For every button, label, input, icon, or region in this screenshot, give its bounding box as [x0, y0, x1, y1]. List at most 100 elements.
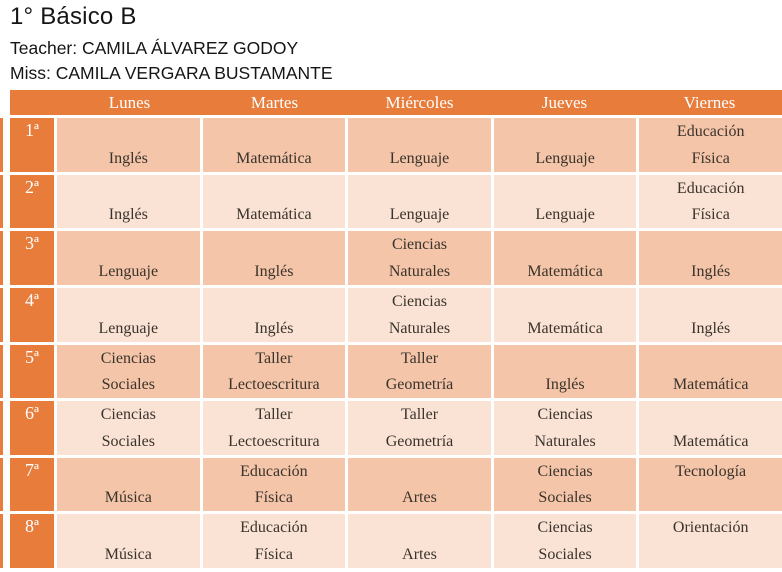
subject-line-1: Ciencias	[100, 406, 156, 424]
schedule-cell-martes-3: Inglés	[202, 231, 346, 285]
day-header-martes: Martes	[250, 93, 299, 112]
schedule-cell-miercoles-8: Artes	[348, 514, 491, 568]
period-label-3: 3ª	[10, 231, 54, 285]
subject-line-1	[59, 459, 198, 484]
subject-line-2: Sociales	[538, 546, 592, 563]
schedule-cell-miercoles-6: Taller Geometría	[348, 401, 491, 455]
period-label-4: 4ª	[10, 287, 54, 342]
day-header-viernes: Viernes	[683, 93, 736, 112]
subject-line-2: Física	[254, 489, 293, 507]
subject-line-2: Inglés	[691, 262, 731, 280]
schedule-cell-lunes-1: Inglés	[57, 118, 200, 172]
period-label-1: 1ª	[10, 118, 54, 172]
schedule-cell-jueves-2: Lenguaje	[493, 174, 637, 229]
left-edge-strip	[0, 231, 3, 285]
subject-line-2: Lenguaje	[535, 206, 595, 224]
left-edge-strip	[0, 457, 3, 512]
subject-line-2: Lenguaje	[389, 206, 450, 224]
subject-line-1: Taller	[400, 349, 439, 367]
subject-line-1	[59, 176, 198, 201]
subject-line-1	[496, 346, 635, 371]
subject-line-1: Ciencias	[537, 462, 593, 480]
subject-line-1	[205, 119, 344, 144]
left-edge-strip	[0, 174, 3, 229]
subject-line-2: Física	[254, 546, 293, 563]
subject-line-1	[350, 176, 489, 201]
schedule-cell-lunes-6: Ciencias Sociales	[57, 401, 200, 455]
subject-line-2: Inglés	[254, 262, 294, 280]
schedule-cell-miercoles-5: Taller Geometría	[348, 344, 491, 399]
period-label-6: 6ª	[10, 401, 54, 455]
schedule-cell-martes-5: Taller Lectoescritura	[202, 344, 346, 399]
subject-line-2: Lenguaje	[535, 149, 595, 167]
schedule-cell-miercoles-1: Lenguaje	[348, 118, 491, 172]
page-title: 1° Básico B	[10, 3, 137, 30]
left-edge-track	[0, 514, 7, 568]
left-edge-strip	[0, 514, 3, 568]
subject-line-2: Matemática	[672, 432, 749, 450]
subject-line-2: Matemática	[527, 262, 603, 280]
schedule-cell-martes-8: Educación Física	[202, 514, 346, 568]
subject-line-1: Taller	[255, 406, 293, 424]
schedule-cell-lunes-2: Inglés	[57, 174, 200, 229]
schedule-cell-viernes-4: Inglés	[639, 287, 782, 342]
schedule-cell-martes-1: Matemática	[202, 118, 346, 172]
schedule-cell-miercoles-3: Ciencias Naturales	[348, 231, 491, 285]
subject-line-1: Orientación	[672, 519, 749, 537]
subject-line-1: Ciencias	[391, 236, 448, 254]
subject-line-1: Educación	[240, 462, 308, 480]
subject-line-1	[496, 119, 635, 144]
subject-line-1	[641, 232, 780, 257]
subject-line-1	[59, 119, 198, 144]
subject-line-2: Lenguaje	[98, 319, 159, 337]
subject-line-2: Lectoescritura	[228, 432, 320, 450]
schedule-cell-miercoles-2: Lenguaje	[348, 174, 491, 229]
subject-line-2: Inglés	[545, 376, 585, 394]
days-header-row: Lunes Martes Miércoles Jueves Viernes	[10, 90, 782, 115]
subject-line-2: Naturales	[388, 262, 451, 280]
subject-line-1	[641, 289, 780, 314]
schedule-body: 1ª Inglés Matemática Lenguaje Lenguaje Educac…	[0, 118, 782, 568]
subject-line-2: Inglés	[108, 149, 148, 167]
schedule-cell-jueves-3: Matemática	[493, 231, 637, 285]
subject-line-2: Música	[104, 546, 152, 563]
subject-line-1	[350, 119, 489, 144]
subject-line-1	[205, 176, 344, 201]
subject-line-1: Ciencias	[391, 292, 448, 310]
subject-line-1: Educación	[676, 123, 745, 140]
left-edge-track	[0, 344, 7, 399]
subject-line-2: Inglés	[108, 206, 148, 224]
schedule-cell-jueves-8: Ciencias Sociales	[493, 514, 637, 568]
subject-line-2: Física	[691, 206, 730, 224]
teacher-line: Teacher: CAMILA ÁLVAREZ GODOY	[10, 38, 299, 58]
schedule-cell-viernes-5: Matemática	[639, 344, 782, 399]
schedule-cell-viernes-8: Orientación	[639, 514, 782, 568]
subject-line-2: Geometría	[385, 432, 454, 450]
subject-line-2: Matemática	[527, 319, 603, 337]
subject-line-2: Matemática	[672, 376, 749, 394]
period-label-8: 8ª	[10, 514, 54, 568]
schedule-cell-jueves-1: Lenguaje	[493, 118, 637, 172]
schedule-cell-lunes-5: Ciencias Sociales	[57, 344, 200, 399]
subject-line-1	[350, 459, 489, 484]
subject-line-1	[59, 515, 198, 540]
subject-line-1	[641, 402, 780, 427]
schedule-cell-jueves-7: Ciencias Sociales	[493, 457, 637, 512]
left-edge-strip	[0, 401, 3, 455]
schedule-cell-viernes-2: Educación Física	[639, 174, 782, 229]
subject-line-1	[641, 346, 780, 371]
subject-line-2: Lenguaje	[98, 262, 159, 280]
subject-line-1: Ciencias	[537, 406, 593, 424]
period-label-2: 2ª	[10, 174, 54, 229]
subject-line-1	[496, 289, 635, 314]
subject-line-2: Matemática	[236, 149, 312, 167]
subject-line-2: Matemática	[236, 206, 312, 224]
day-header-jueves: Jueves	[541, 93, 588, 112]
subject-line-2: Lenguaje	[389, 149, 450, 167]
subject-line-2: Artes	[402, 489, 437, 507]
subject-line-2: Física	[691, 149, 730, 167]
day-header-lunes: Lunes	[108, 93, 151, 112]
subject-line-1	[205, 232, 344, 257]
subject-line-2: Sociales	[538, 489, 592, 507]
